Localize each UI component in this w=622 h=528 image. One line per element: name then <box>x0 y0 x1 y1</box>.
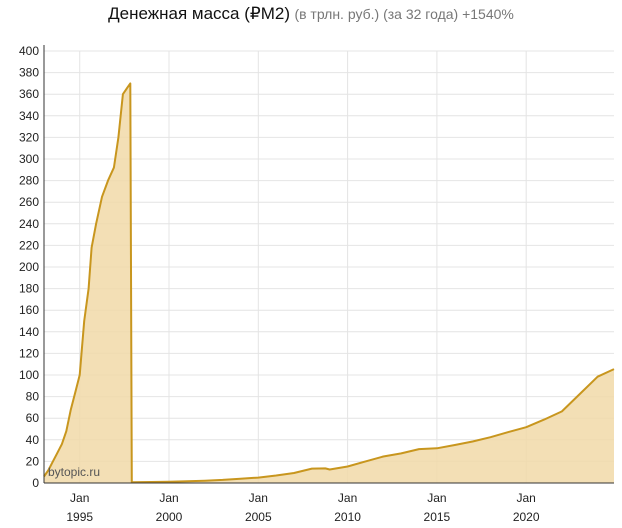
x-tick-month: Jan <box>70 491 89 505</box>
x-tick-year: 2005 <box>245 510 272 524</box>
y-tick-label: 160 <box>19 303 39 317</box>
y-tick-label: 300 <box>19 152 39 166</box>
x-tick-year: 2000 <box>156 510 183 524</box>
y-tick-label: 0 <box>32 476 39 490</box>
y-tick-label: 240 <box>19 217 39 231</box>
y-tick-label: 220 <box>19 238 39 252</box>
y-tick-label: 60 <box>26 411 40 425</box>
chart-subtitle: (в трлн. руб.) (за 32 года) +1540% <box>294 6 514 22</box>
y-tick-label: 280 <box>19 174 39 188</box>
x-axis-ticks: Jan 1995 Jan 2000 Jan 2005 Jan 2010 Jan 2015 Jan 20… <box>66 491 539 524</box>
y-tick-label: 40 <box>26 433 40 447</box>
x-tick-month: Jan <box>159 491 178 505</box>
x-tick-year: 1995 <box>66 510 93 524</box>
chart-title: Денежная масса (₽M2) (в трлн. руб.) (за … <box>0 4 622 24</box>
y-tick-label: 260 <box>19 195 39 209</box>
watermark: bytopic.ru <box>48 465 100 479</box>
x-tick-year: 2010 <box>334 510 361 524</box>
y-tick-label: 200 <box>19 260 39 274</box>
y-tick-label: 100 <box>19 368 39 382</box>
y-tick-label: 140 <box>19 325 39 339</box>
y-axis-ticks: 0 20 40 60 80 100 120 140 160 180 200 220 240 260 280 3… <box>19 44 39 490</box>
y-tick-label: 320 <box>19 130 39 144</box>
y-tick-label: 380 <box>19 66 39 80</box>
series-line <box>43 82 615 484</box>
y-tick-label: 340 <box>19 109 39 123</box>
x-tick-year: 2020 <box>513 510 540 524</box>
series-area <box>44 83 614 484</box>
x-tick-year: 2015 <box>424 510 451 524</box>
y-tick-label: 180 <box>19 282 39 296</box>
x-tick-month: Jan <box>338 491 357 505</box>
chart-title-main: Денежная масса (₽M2) <box>108 4 290 23</box>
x-tick-month: Jan <box>249 491 268 505</box>
y-tick-label: 80 <box>26 390 40 404</box>
y-tick-label: 360 <box>19 87 39 101</box>
x-tick-month: Jan <box>427 491 446 505</box>
y-tick-label: 120 <box>19 346 39 360</box>
y-tick-label: 20 <box>26 454 40 468</box>
axes <box>43 45 614 484</box>
y-tick-label: 400 <box>19 44 39 58</box>
x-tick-month: Jan <box>517 491 536 505</box>
